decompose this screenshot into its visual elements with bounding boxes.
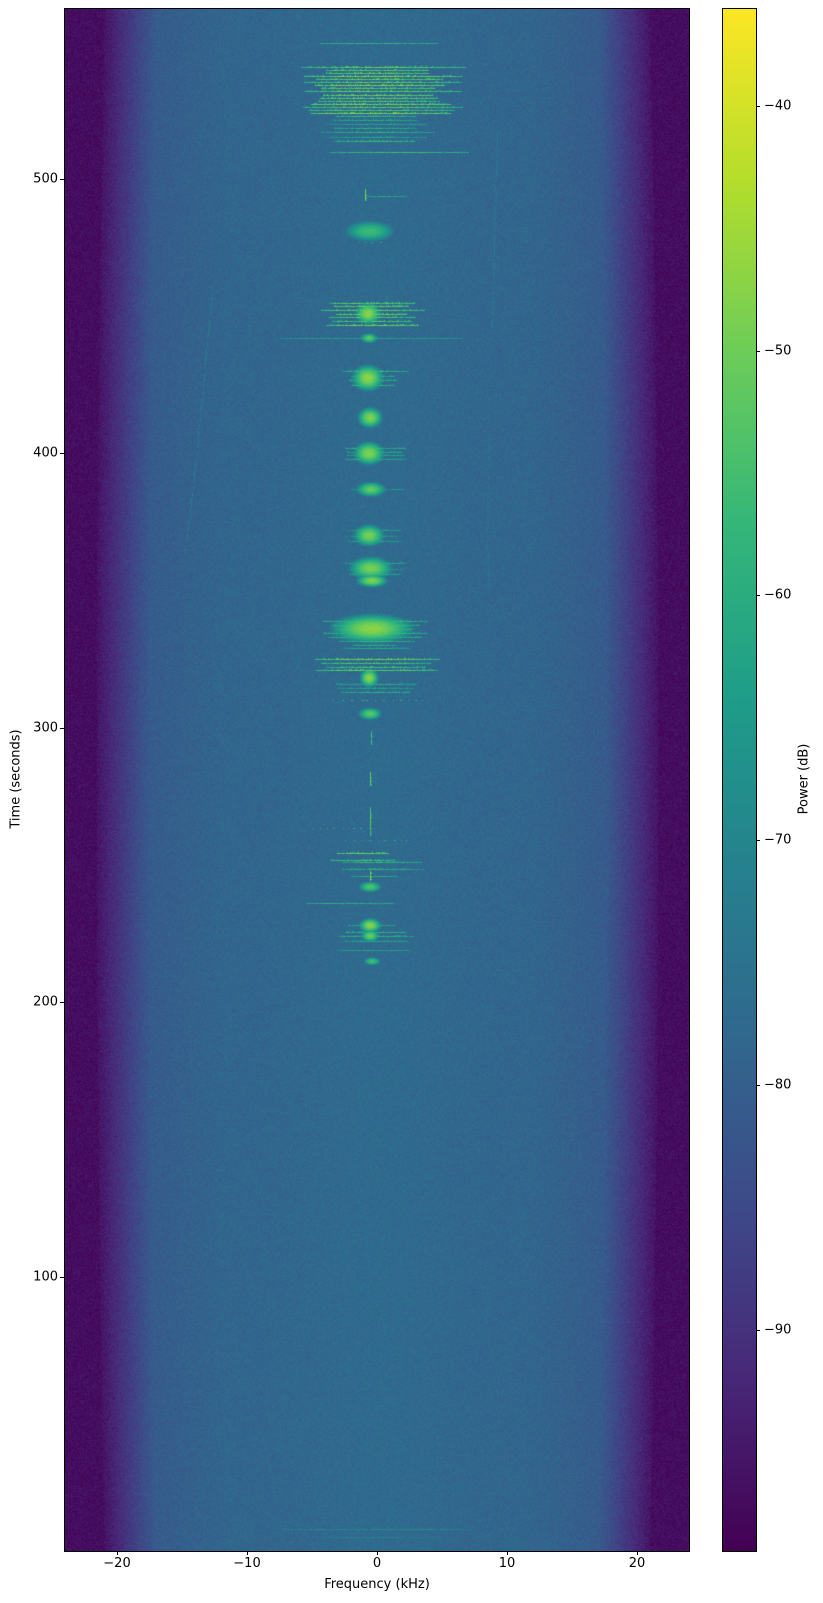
colorbar-tick-mark bbox=[756, 840, 760, 842]
colorbar-tick-mark bbox=[756, 595, 760, 597]
x-tick-label: 10 bbox=[498, 1556, 516, 1571]
x-tick-label: 0 bbox=[372, 1556, 382, 1571]
colorbar-tick-label: −50 bbox=[764, 343, 792, 359]
colorbar-tick-mark bbox=[756, 1084, 760, 1086]
y-tick-label: 500 bbox=[33, 171, 58, 187]
colorbar-tick-mark bbox=[756, 350, 760, 352]
x-tick-mark bbox=[507, 1551, 508, 1555]
x-tick-label: −20 bbox=[103, 1556, 131, 1571]
y-tick-label: 200 bbox=[33, 994, 58, 1010]
colorbar-tick-label: −80 bbox=[764, 1077, 792, 1093]
x-tick-label: −10 bbox=[233, 1556, 261, 1571]
x-tick-mark bbox=[637, 1551, 638, 1555]
y-tick-mark bbox=[60, 1002, 64, 1004]
colorbar-gradient bbox=[723, 9, 756, 1551]
spectrogram-axes bbox=[64, 8, 690, 1552]
colorbar-tick-label: −60 bbox=[764, 587, 792, 603]
x-tick-mark bbox=[377, 1551, 378, 1555]
y-tick-label: 400 bbox=[33, 445, 58, 461]
y-tick-mark bbox=[60, 179, 64, 181]
x-tick-label: 20 bbox=[628, 1556, 646, 1571]
x-tick-mark bbox=[247, 1551, 248, 1555]
x-axis-label: Frequency (kHz) bbox=[324, 1577, 430, 1592]
y-tick-mark bbox=[60, 453, 64, 455]
colorbar-tick-label: −70 bbox=[764, 832, 792, 848]
colorbar-tick-mark bbox=[756, 1329, 760, 1331]
colorbar-tick-label: −40 bbox=[764, 98, 792, 114]
y-tick-label: 100 bbox=[33, 1269, 58, 1285]
colorbar-tick-mark bbox=[756, 105, 760, 107]
y-tick-mark bbox=[60, 727, 64, 729]
spectrogram-heatmap bbox=[65, 9, 689, 1551]
y-tick-label: 300 bbox=[33, 720, 58, 736]
y-axis-label: Time (seconds) bbox=[8, 729, 24, 829]
x-tick-mark bbox=[117, 1551, 118, 1555]
y-tick-mark bbox=[60, 1276, 64, 1278]
colorbar-label: Power (dB) bbox=[796, 743, 812, 815]
colorbar bbox=[722, 8, 757, 1552]
colorbar-tick-label: −90 bbox=[764, 1322, 792, 1338]
